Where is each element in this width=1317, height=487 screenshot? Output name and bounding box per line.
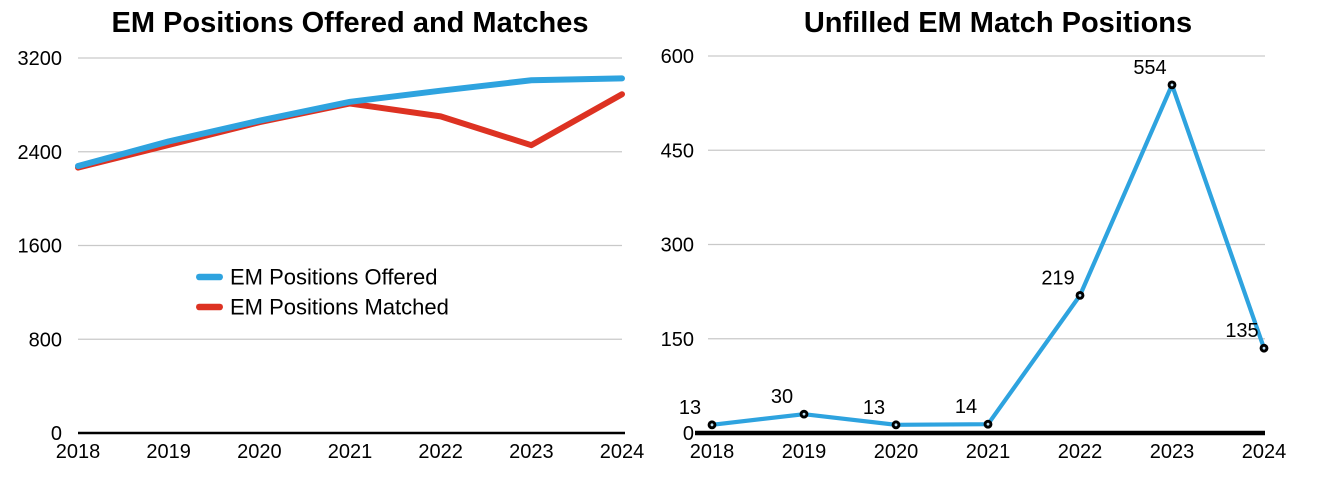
data-point-marker-center <box>894 423 898 427</box>
data-point-marker-center <box>1078 293 1082 297</box>
plot-area: 0 800 1600 2400 3200 2018 2019 2020 2021 2022 2023… <box>18 48 645 463</box>
data-point-marker-center <box>710 423 714 427</box>
legend-label: EM Positions Offered <box>230 265 437 290</box>
x-tick-label: 2024 <box>1242 441 1287 463</box>
data-point-label: 13 <box>863 397 885 419</box>
series-line-unfilled-em-match-positions <box>709 82 1267 427</box>
x-tick-label: 2018 <box>690 441 735 463</box>
data-point-label: 14 <box>955 396 977 418</box>
x-tick-label: 2021 <box>966 441 1011 463</box>
x-tick-label: 2020 <box>237 441 282 463</box>
series-line-em-positions-offered <box>75 75 625 170</box>
legend-label: EM Positions Matched <box>230 295 449 320</box>
y-tick-label: 800 <box>29 329 62 351</box>
data-point-marker-center <box>1262 346 1266 350</box>
x-tick-label: 2024 <box>600 441 645 463</box>
y-tick-label: 300 <box>661 235 694 257</box>
data-point-label: 219 <box>1041 267 1074 289</box>
x-tick-label: 2023 <box>509 441 554 463</box>
y-tick-label: 0 <box>683 423 694 445</box>
x-tick-label: 2022 <box>1058 441 1103 463</box>
y-tick-label: 0 <box>51 423 62 445</box>
data-point-label: 13 <box>679 397 701 419</box>
y-tick-label: 450 <box>661 140 694 162</box>
x-tick-label: 2022 <box>418 441 463 463</box>
data-point-marker-center <box>802 412 806 416</box>
y-tick-label: 600 <box>661 46 694 68</box>
x-tick-label: 2020 <box>874 441 919 463</box>
chart-em-positions-offered-matches: EM Positions Offered and Matches 0 800 160… <box>0 0 658 487</box>
x-tick-label: 2019 <box>146 441 191 463</box>
chart-title: EM Positions Offered and Matches <box>112 7 589 39</box>
x-tick-label: 2023 <box>1150 441 1195 463</box>
data-point-label: 554 <box>1133 57 1166 79</box>
x-tick-label: 2018 <box>56 441 101 463</box>
y-tick-label: 2400 <box>18 142 63 164</box>
x-tick-label: 2019 <box>782 441 827 463</box>
chart-canvas-left: EM Positions Offered and Matches 0 800 160… <box>18 7 645 463</box>
data-point-marker-center <box>986 422 990 426</box>
chart-canvas-right: Unfilled EM Match Positions 0 150 300 450 60… <box>661 7 1287 463</box>
x-tick-label: 2021 <box>328 441 373 463</box>
data-point-marker-center <box>1170 83 1174 87</box>
data-point-label: 30 <box>771 386 793 408</box>
chart-unfilled-em-match-positions: Unfilled EM Match Positions 0 150 300 450 60… <box>658 0 1317 487</box>
legend-swatch <box>196 273 223 281</box>
y-tick-label: 3200 <box>18 48 63 70</box>
chart-title: Unfilled EM Match Positions <box>804 7 1192 39</box>
data-point-label: 135 <box>1225 320 1258 342</box>
y-tick-label: 150 <box>661 329 694 351</box>
series-line-em-positions-matched <box>75 91 625 171</box>
y-tick-label: 1600 <box>18 236 63 258</box>
legend-swatch <box>196 303 223 311</box>
plot-area: 0 150 300 450 600 2018 2019 2020 2021 2022 2023 202… <box>661 46 1287 463</box>
